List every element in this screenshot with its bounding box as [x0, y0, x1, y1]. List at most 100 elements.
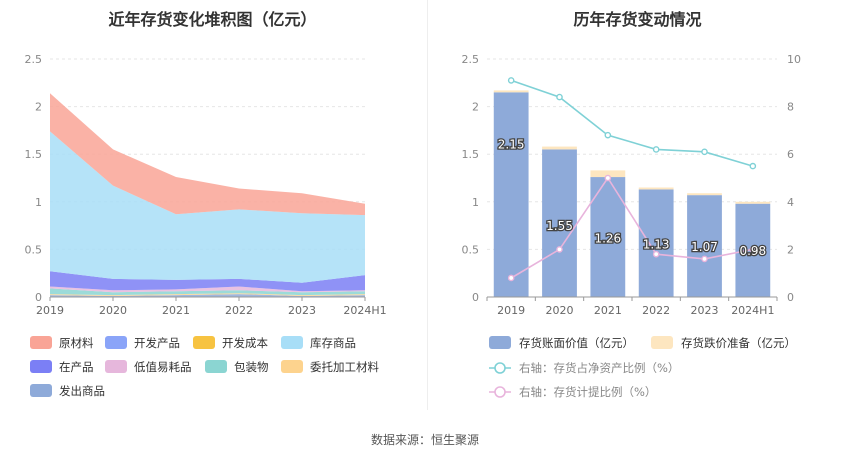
area-series-4	[50, 271, 365, 292]
x-tick-label: 2020	[99, 304, 127, 317]
bar-provision-1	[542, 146, 577, 150]
x-tick-label: 2022	[642, 304, 670, 317]
legend-label-2: 开发成本	[222, 336, 268, 350]
bar-data-label-3: 1.13	[643, 237, 670, 251]
line-point-3	[652, 250, 660, 258]
legend-label-6: 包装物	[234, 360, 269, 374]
legend-swatch-1	[651, 336, 673, 349]
area-series-6	[50, 288, 365, 296]
bar-data-label-4: 1.07	[691, 240, 718, 254]
y2-tick-label: 8	[787, 101, 794, 114]
data-source-value: 恒生聚源	[431, 433, 480, 447]
area-series-8	[50, 294, 365, 297]
left-chart-title: 近年存货变化堆积图（亿元）	[108, 10, 317, 29]
bar-book-value-0	[493, 92, 529, 297]
line-point-2	[507, 77, 515, 84]
legend-swatch-5	[105, 360, 127, 373]
y-tick-label: 1	[35, 196, 42, 209]
bar-data-label-5: 0.98	[739, 244, 766, 258]
area-series-3	[50, 131, 365, 283]
legend-label-3: 右轴：存货计提比例（%）	[519, 385, 656, 399]
bar-provision-3	[638, 187, 674, 190]
area-series-5	[50, 286, 365, 293]
x-tick-label: 2021	[162, 304, 190, 317]
line-series-3	[510, 176, 753, 279]
inventory-bar-line-chart: 0 0.5 1 1.5 2 2.5 0 2 4 6 8 10 2.15 1.55 1.26 1.13 1.07 0…	[462, 53, 802, 399]
legend-swatch-7	[281, 360, 303, 373]
x-tick-label: 2022	[225, 304, 253, 317]
y-tick-label: 2	[472, 101, 479, 114]
legend-label-8: 发出商品	[59, 384, 105, 398]
y2-tick-label: 0	[787, 291, 794, 304]
line-series-2	[510, 79, 754, 167]
line-point-3	[604, 174, 612, 182]
line-point-3	[556, 246, 563, 253]
x-tick-label: 2023	[691, 304, 719, 317]
y-tick-label: 1.5	[462, 148, 480, 161]
y-tick-label: 0	[35, 291, 42, 304]
x-tick-label: 2024H1	[731, 304, 774, 317]
x-tick-label: 2024H1	[343, 304, 386, 317]
bar-provision-2	[590, 170, 626, 178]
legend-label-5: 低值易耗品	[134, 360, 192, 374]
legend-swatch-0	[489, 336, 511, 349]
legend-label-2: 右轴：存货占净资产比例（%）	[519, 361, 679, 375]
legend-marker-3	[494, 386, 506, 398]
area-series-7	[50, 293, 365, 296]
y-tick-label: 1.5	[25, 148, 43, 161]
legend-label-0: 存货账面价值（亿元）	[519, 336, 634, 350]
y2-tick-label: 6	[787, 148, 794, 161]
line-point-3	[701, 255, 708, 263]
line-point-2	[604, 131, 612, 139]
y-tick-label: 0.5	[462, 243, 480, 256]
legend-label-1: 开发产品	[134, 336, 180, 350]
stacked-area-chart-panel: 近年存货变化堆积图（亿元） 0 0.5 1 1.5 2 2.5 2019 2020 2021 20…	[0, 0, 425, 420]
line-point-2	[701, 148, 708, 156]
legend-label-3: 库存商品	[310, 336, 356, 350]
legend-label-1: 存货跌价准备（亿元）	[681, 336, 796, 350]
bar-book-value-1	[542, 149, 577, 297]
legend-swatch-2	[193, 336, 215, 349]
y-tick-label: 2	[35, 101, 42, 114]
x-tick-label: 2019	[36, 304, 64, 317]
legend-swatch-6	[205, 360, 227, 373]
x-tick-label: 2020	[546, 304, 574, 317]
bar-data-label-0: 2.15	[498, 137, 525, 151]
legend-swatch-0	[30, 336, 52, 349]
legend-label-4: 在产品	[59, 360, 94, 374]
line-point-2	[749, 162, 757, 170]
y-tick-label: 1	[472, 196, 479, 209]
legend-swatch-8	[30, 384, 52, 397]
x-tick-label: 2021	[594, 304, 622, 317]
legend-label-7: 委托加工材料	[310, 360, 379, 374]
bar-provision-4	[687, 193, 722, 196]
y-tick-label: 2.5	[25, 53, 43, 66]
area-series-0	[50, 93, 365, 216]
legend-label-0: 原材料	[59, 336, 94, 350]
data-source-footer: 数据来源：恒生聚源	[0, 431, 850, 448]
inventory-change-chart-panel: 历年存货变动情况 0 0.5 1 1.5 2 2.5 0 2 4 6 8 10 2.15 1.55 1.26…	[425, 0, 850, 420]
y2-tick-label: 4	[787, 196, 794, 209]
bar-provision-5	[735, 201, 771, 204]
bar-data-label-2: 1.26	[594, 232, 621, 246]
line-point-2	[556, 93, 563, 101]
y-tick-label: 2.5	[462, 53, 480, 66]
legend-swatch-1	[105, 336, 127, 349]
y-tick-label: 0	[472, 291, 479, 304]
line-point-2	[652, 146, 660, 153]
legend-swatch-4	[30, 360, 52, 373]
stacked-area-chart: 0 0.5 1 1.5 2 2.5 2019 2020 2021 2022 2023 2024H1 原材…	[25, 53, 387, 398]
line-point-3	[749, 246, 757, 253]
bar-data-label-1: 1.55	[546, 219, 573, 233]
line-point-3	[507, 274, 515, 282]
bar-book-value-3	[638, 189, 674, 297]
bar-book-value-4	[687, 195, 722, 297]
x-tick-label: 2023	[288, 304, 316, 317]
y2-tick-label: 10	[787, 53, 801, 66]
x-tick-label: 2019	[497, 304, 525, 317]
y2-tick-label: 2	[787, 243, 794, 256]
right-chart-title: 历年存货变动情况	[573, 10, 702, 29]
panel-divider	[427, 0, 428, 410]
y-tick-label: 0.5	[25, 243, 43, 256]
legend-marker-2	[494, 362, 506, 374]
